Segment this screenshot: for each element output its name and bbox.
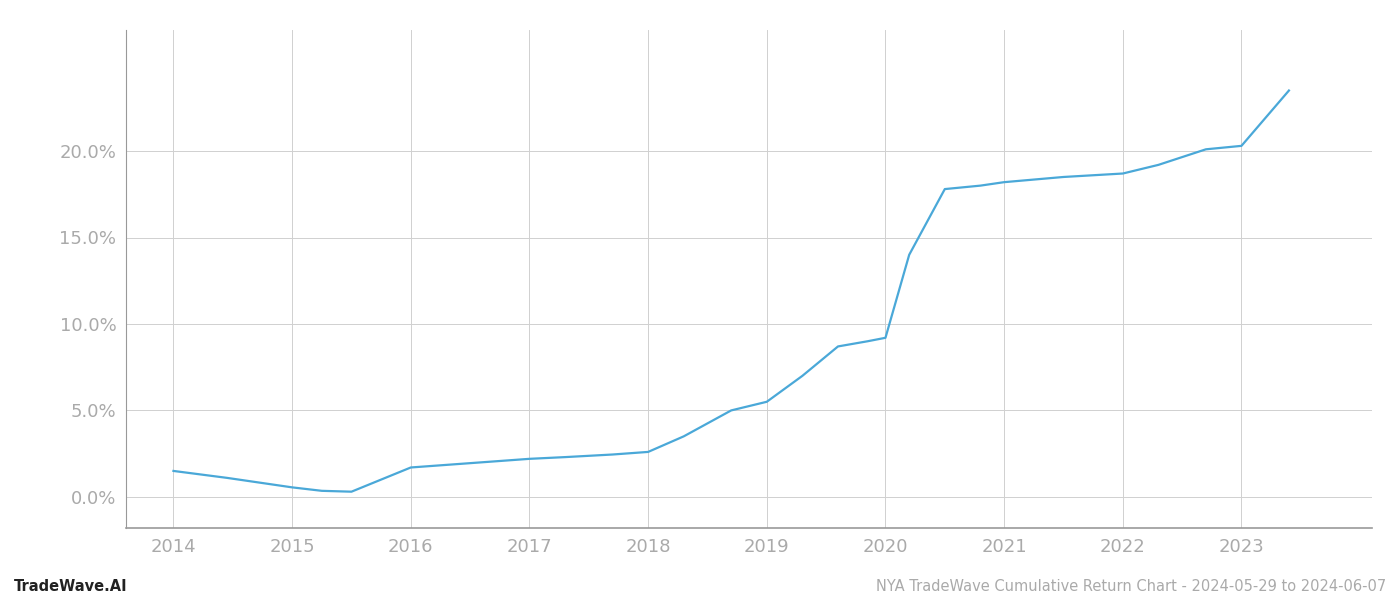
Text: NYA TradeWave Cumulative Return Chart - 2024-05-29 to 2024-06-07: NYA TradeWave Cumulative Return Chart - … [876,579,1386,594]
Text: TradeWave.AI: TradeWave.AI [14,579,127,594]
